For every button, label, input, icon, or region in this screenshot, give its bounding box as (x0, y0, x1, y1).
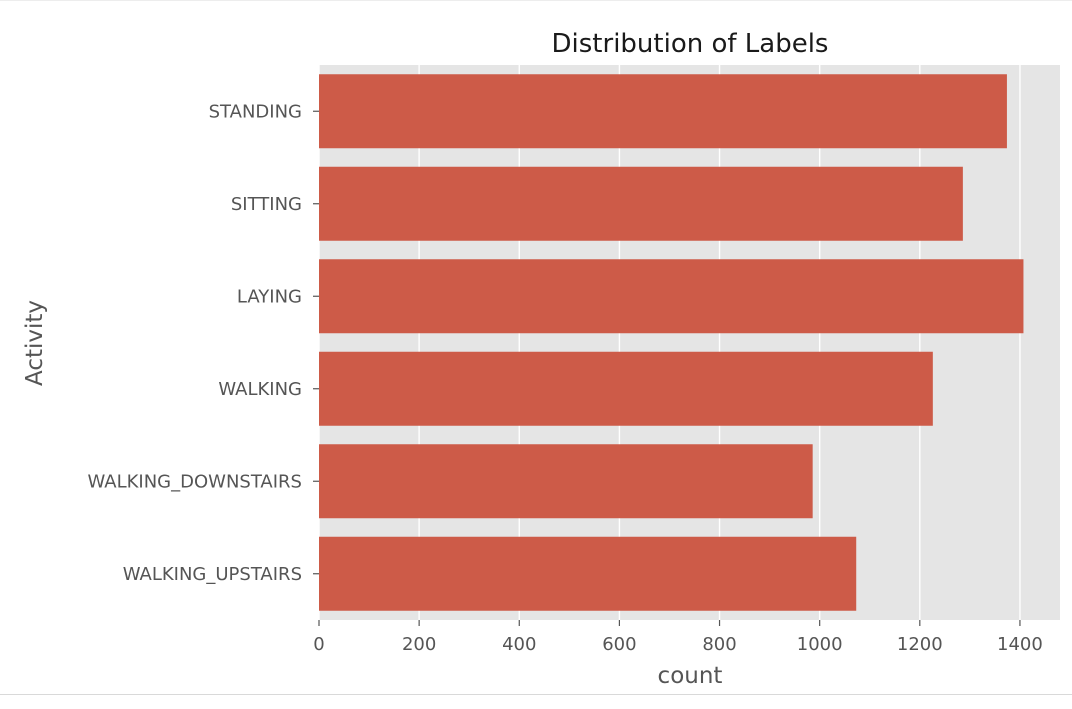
bar-sitting (319, 166, 963, 241)
x-tick-label: 600 (602, 634, 636, 655)
y-tick-label: STANDING (209, 101, 302, 122)
x-tick-label: 0 (313, 634, 324, 655)
x-tick-label: 400 (502, 634, 536, 655)
x-axis-ticks: 0 200 400 600 800 1000 1200 1400 (313, 620, 1043, 655)
y-tick-label: SITTING (231, 194, 302, 215)
chart-title: Distribution of Labels (552, 29, 829, 59)
x-tick-label: 1000 (797, 634, 843, 655)
y-tick-label: WALKING (218, 379, 302, 400)
x-tick-label: 200 (402, 634, 436, 655)
bar-walking-upstairs (319, 536, 857, 611)
bottom-divider (0, 694, 1072, 695)
x-tick-label: 1200 (897, 634, 943, 655)
bars (319, 74, 1024, 611)
y-tick-label: WALKING_UPSTAIRS (123, 564, 302, 585)
x-tick-label: 1400 (997, 634, 1043, 655)
plot-area (319, 65, 1060, 620)
y-tick-label: WALKING_DOWNSTAIRS (87, 471, 302, 492)
bar-walking-downstairs (319, 444, 813, 519)
bar-laying (319, 259, 1024, 334)
y-axis-label: Activity (22, 300, 48, 386)
bar-walking (319, 351, 933, 426)
grid-lines (318, 65, 1021, 620)
top-divider (0, 0, 1072, 1)
bar-standing (319, 74, 1007, 149)
y-tick-label: LAYING (237, 286, 302, 307)
x-tick-label: 800 (702, 634, 736, 655)
x-axis-label: count (658, 663, 723, 689)
y-axis-ticks: STANDING SITTING LAYING WALKING WALKING_DOWN… (87, 101, 319, 585)
